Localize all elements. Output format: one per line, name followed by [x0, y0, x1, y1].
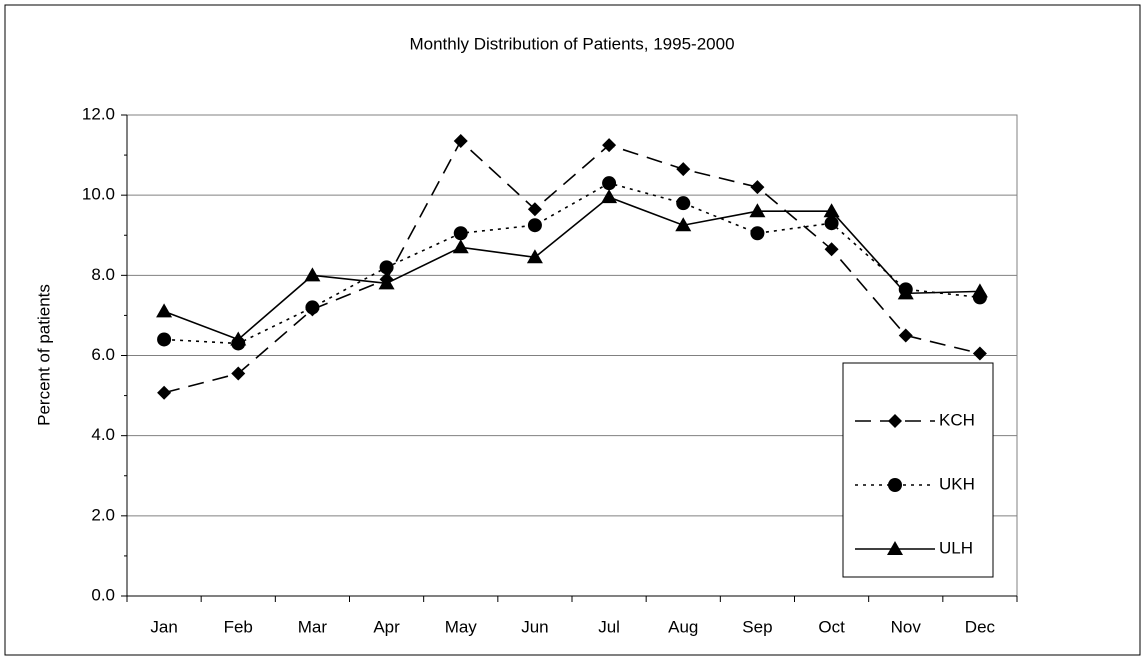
legend-marker: [887, 541, 903, 555]
data-point: [156, 303, 173, 318]
data-point: [157, 385, 172, 400]
data-point: [527, 218, 542, 233]
legend-marker: [888, 414, 902, 428]
x-tick-label: Nov: [891, 617, 922, 636]
data-point: [304, 267, 321, 282]
x-tick-label: Sep: [742, 617, 772, 636]
x-tick-label: Jun: [521, 617, 548, 636]
data-point: [824, 242, 839, 257]
data-point: [452, 239, 469, 254]
x-tick-label: Apr: [373, 617, 400, 636]
x-tick-label: Jul: [598, 617, 620, 636]
data-point: [526, 249, 543, 264]
data-point: [676, 162, 691, 177]
y-tick-label: 10.0: [82, 185, 115, 204]
data-point: [971, 283, 988, 298]
data-point: [750, 226, 765, 241]
legend: [842, 362, 994, 578]
legend-label: ULH: [939, 538, 973, 557]
data-point: [230, 331, 247, 346]
data-point: [675, 217, 692, 232]
data-point: [602, 176, 617, 191]
data-point: [602, 138, 617, 153]
data-point: [157, 332, 172, 347]
series-line: [163, 196, 980, 341]
x-tick-label: Jan: [150, 617, 177, 636]
data-point: [749, 203, 766, 218]
x-tick-label: May: [445, 617, 478, 636]
y-tick-label: 0.0: [91, 585, 115, 604]
data-point: [527, 202, 542, 217]
legend-label: UKH: [939, 474, 975, 493]
data-point: [972, 346, 987, 361]
x-tick-label: Feb: [224, 617, 253, 636]
data-point: [231, 366, 246, 381]
y-tick-label: 12.0: [82, 104, 115, 123]
x-tick-label: Mar: [298, 617, 328, 636]
y-tick-label: 2.0: [91, 505, 115, 524]
data-point: [750, 180, 765, 195]
legend-marker: [888, 478, 902, 492]
y-tick-label: 8.0: [91, 265, 115, 284]
data-point: [824, 216, 839, 231]
legend-label: KCH: [939, 410, 975, 429]
y-tick-label: 6.0: [91, 345, 115, 364]
x-tick-label: Aug: [668, 617, 698, 636]
data-point: [823, 203, 840, 218]
x-tick-label: Oct: [818, 617, 845, 636]
data-point: [379, 260, 394, 275]
series-line: [164, 182, 981, 345]
chart-title: Monthly Distribution of Patients, 1995-2…: [409, 34, 734, 53]
data-point: [453, 226, 468, 241]
series-line: [163, 139, 981, 394]
data-point: [378, 275, 395, 290]
data-point: [305, 300, 320, 315]
y-tick-label: 4.0: [91, 425, 115, 444]
data-point: [676, 196, 691, 211]
data-point: [898, 328, 913, 343]
data-point: [453, 134, 468, 149]
data-point: [601, 189, 618, 204]
y-axis-label: Percent of patients: [34, 284, 53, 426]
data-point: [897, 285, 914, 300]
x-tick-label: Dec: [965, 617, 996, 636]
